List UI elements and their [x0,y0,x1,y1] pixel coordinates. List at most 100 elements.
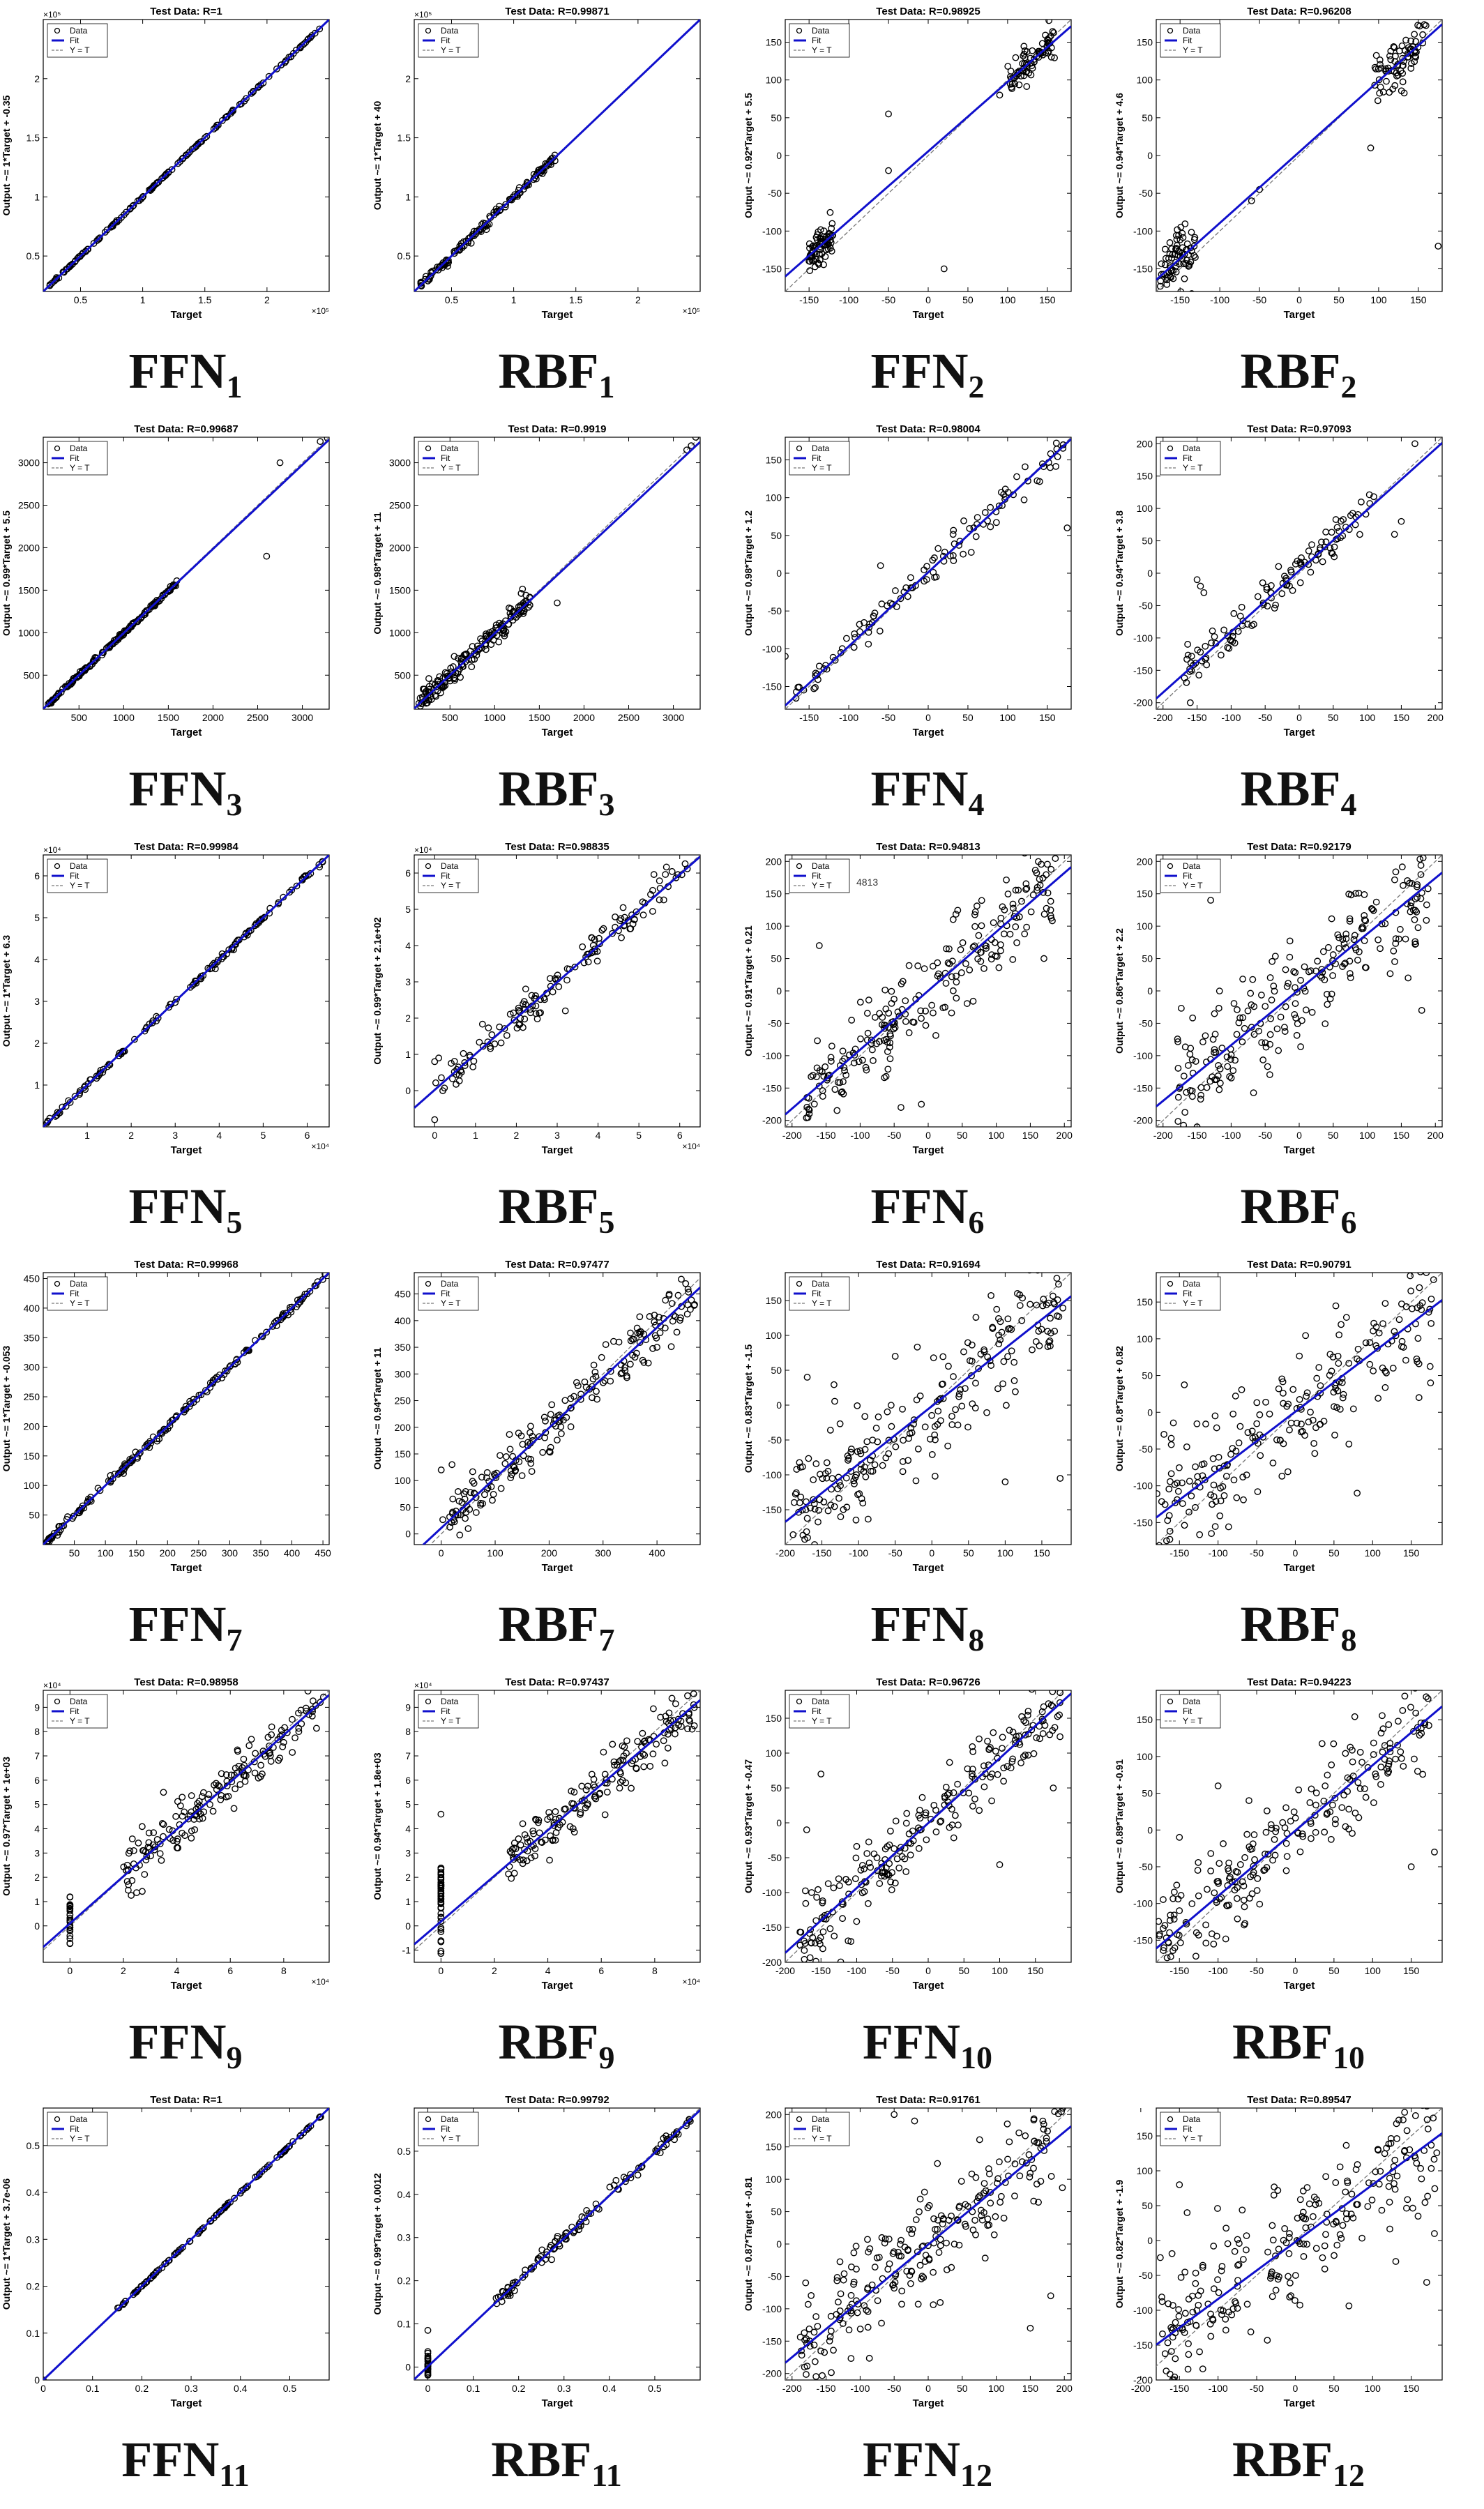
y-tick-label: 7 [34,1750,40,1761]
model-caption: RBF6 [1113,1181,1484,1238]
data-point [878,1021,886,1029]
y-exponent: ×10⁵ [414,10,432,20]
data-point [259,1771,266,1777]
regression-panel-ffn-9: Test Data: R=0.98958 0 2 4 6 8 0 1 2 3 4 5 6 7 8 9 ×10⁴ ×… [0,1671,371,2089]
data-point [280,893,287,901]
data-point [172,999,179,1006]
data-point [621,914,628,921]
data-point [641,1752,649,1759]
y-tick-label: -1 [402,1945,411,1956]
data-point [1324,943,1332,951]
legend-box [47,23,108,58]
x-tick-label: 100 [999,294,1016,305]
data-point [1338,1804,1346,1812]
data-point [1381,1756,1388,1763]
data-point [918,1100,925,1108]
y-tick-label: 0 [405,1920,411,1932]
data-point [1223,1053,1231,1061]
data-point [884,1408,891,1416]
data-point [476,1038,483,1046]
data-point [617,1770,624,1777]
data-point [1172,245,1179,253]
data-point [536,1009,543,1017]
data-point [93,655,101,662]
data-point [1224,632,1232,639]
data-point [997,941,1004,948]
data-point [1375,65,1382,73]
data-point [809,1072,817,1079]
model-caption: RBF10 [1113,2017,1484,2074]
x-tick-label: 0 [432,1130,437,1141]
data-point [855,1058,863,1066]
data-point [1334,1352,1342,1360]
data-point [1177,288,1185,291]
data-point [1234,628,1242,635]
data-point [1316,1420,1324,1428]
data-point [1412,1709,1420,1717]
data-point [831,1381,838,1388]
data-point [153,1836,161,1843]
data-point [922,1008,930,1015]
data-point [438,1074,445,1082]
data-point [952,1406,959,1413]
data-point [1004,1763,1011,1771]
data-point [60,1522,68,1529]
data-point [523,1857,531,1865]
data-point [1217,1497,1225,1505]
data-point [1414,894,1421,901]
data-point [1286,937,1294,945]
data-point [1248,197,1255,204]
data-point [1176,1083,1183,1091]
regression-plot: Test Data: R=0.92179-200 -150 -100 -50 0 50 10… [1114,841,1444,1156]
y-tick-label: -50 [1139,600,1153,611]
data-point [1004,63,1012,70]
y-tick-label: 1 [405,1896,411,1907]
data-point [857,1035,864,1043]
data-point [1342,1823,1349,1830]
data-point [626,925,634,932]
data-point [44,1118,52,1125]
data-point [297,1706,305,1714]
data-point [1022,886,1029,893]
data-point [932,573,940,581]
data-point [1052,855,1059,862]
data-point [1160,1944,1167,1952]
data-point [1039,1730,1047,1737]
data-point [1167,1434,1175,1442]
y-tick-label: 2000 [18,542,40,553]
x-tick-label: 2 [121,1965,126,1976]
data-point [672,1313,679,1320]
data-point [1239,617,1247,625]
data-point [995,964,1003,971]
data-point [507,1467,515,1475]
legend-marker-data [796,1280,803,1287]
x-tick-label: 0 [439,1547,444,1559]
data-point [490,1471,498,1478]
model-index: 8 [1340,1622,1357,1658]
data-point [1224,644,1232,651]
data-point [1395,935,1402,943]
data-point [532,1002,540,1010]
data-point [1019,1294,1027,1302]
y-tick-label: 0.3 [26,2234,40,2245]
data-point [1297,976,1304,984]
regression-plot: Test Data: R=10.5 1 1.5 20.511.52×10⁵×10⁵Ta… [1,6,330,321]
data-point [1423,1693,1430,1701]
model-index: 2 [968,369,985,404]
data-point [796,1459,803,1466]
data-point [149,1019,156,1026]
data-point [895,1013,903,1020]
fit-line [414,856,700,1109]
data-point [885,167,892,174]
data-point [1290,968,1298,976]
data-point [1169,1419,1177,1427]
data-point [1027,1273,1032,1274]
data-point [1028,1726,1036,1734]
data-point [432,1079,439,1086]
y-tick-label: -150 [762,1082,782,1093]
legend-label: Data [441,1697,459,1706]
